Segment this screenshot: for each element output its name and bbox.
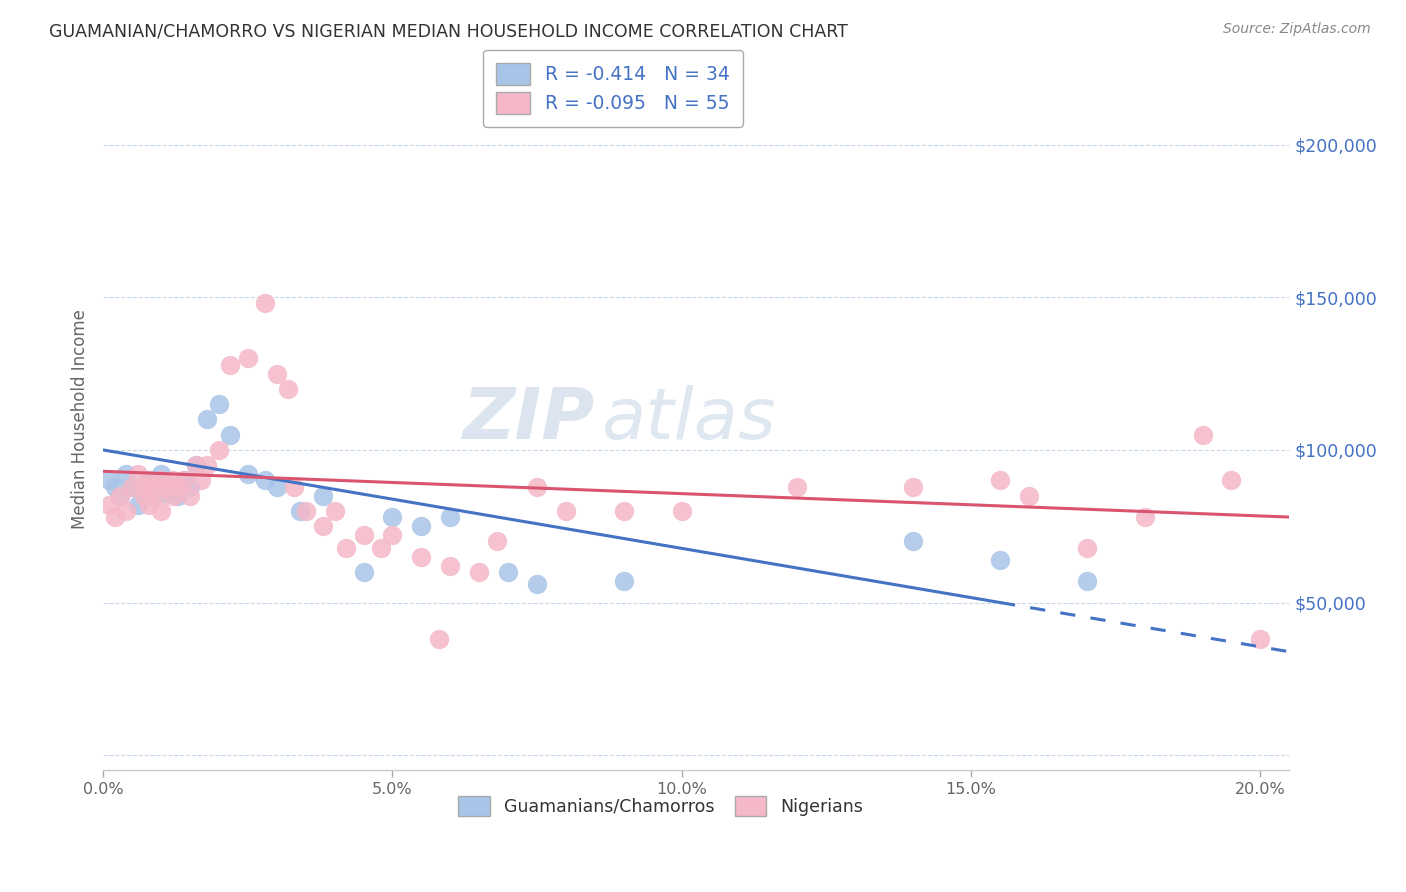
Point bbox=[132, 479, 155, 493]
Point bbox=[266, 367, 288, 381]
Point bbox=[150, 467, 173, 482]
Point bbox=[121, 479, 143, 493]
Point bbox=[219, 427, 242, 442]
Point bbox=[294, 504, 316, 518]
Legend: Guamanians/Chamorros, Nigerians: Guamanians/Chamorros, Nigerians bbox=[450, 788, 872, 825]
Point bbox=[381, 510, 404, 524]
Point bbox=[353, 565, 375, 579]
Point bbox=[526, 577, 548, 591]
Point bbox=[115, 467, 138, 482]
Point bbox=[427, 632, 450, 647]
Point bbox=[312, 519, 335, 533]
Point bbox=[138, 474, 160, 488]
Point bbox=[179, 489, 201, 503]
Point bbox=[162, 479, 184, 493]
Point bbox=[786, 479, 808, 493]
Point bbox=[323, 504, 346, 518]
Point bbox=[1018, 489, 1040, 503]
Point bbox=[613, 574, 636, 589]
Point bbox=[254, 474, 277, 488]
Point bbox=[104, 479, 127, 493]
Point bbox=[555, 504, 578, 518]
Point bbox=[173, 474, 195, 488]
Point bbox=[162, 474, 184, 488]
Point bbox=[150, 504, 173, 518]
Point bbox=[288, 504, 311, 518]
Point bbox=[903, 534, 925, 549]
Point bbox=[613, 504, 636, 518]
Point bbox=[138, 498, 160, 512]
Point bbox=[411, 519, 433, 533]
Point bbox=[526, 479, 548, 493]
Point bbox=[115, 504, 138, 518]
Point bbox=[370, 541, 392, 555]
Point bbox=[208, 442, 231, 457]
Point bbox=[236, 351, 259, 366]
Point bbox=[110, 489, 132, 503]
Point bbox=[1076, 541, 1098, 555]
Point bbox=[167, 479, 190, 493]
Point bbox=[150, 474, 173, 488]
Y-axis label: Median Household Income: Median Household Income bbox=[72, 310, 89, 529]
Point bbox=[132, 489, 155, 503]
Point bbox=[143, 489, 166, 503]
Point bbox=[195, 458, 218, 473]
Point bbox=[132, 483, 155, 497]
Point bbox=[236, 467, 259, 482]
Point bbox=[143, 489, 166, 503]
Point bbox=[1191, 427, 1213, 442]
Point bbox=[277, 382, 299, 396]
Point bbox=[335, 541, 357, 555]
Point bbox=[195, 412, 218, 426]
Point bbox=[127, 498, 149, 512]
Point bbox=[179, 479, 201, 493]
Point bbox=[173, 474, 195, 488]
Point bbox=[97, 474, 120, 488]
Point bbox=[167, 489, 190, 503]
Point bbox=[903, 479, 925, 493]
Point bbox=[496, 565, 519, 579]
Text: ZIP: ZIP bbox=[463, 385, 595, 454]
Point bbox=[1133, 510, 1156, 524]
Point bbox=[1076, 574, 1098, 589]
Point bbox=[97, 498, 120, 512]
Point bbox=[988, 553, 1011, 567]
Point bbox=[208, 397, 231, 411]
Point bbox=[266, 479, 288, 493]
Point bbox=[411, 549, 433, 564]
Point bbox=[127, 467, 149, 482]
Point bbox=[468, 565, 491, 579]
Point bbox=[138, 474, 160, 488]
Point bbox=[143, 479, 166, 493]
Point bbox=[439, 510, 461, 524]
Text: atlas: atlas bbox=[602, 385, 776, 454]
Point bbox=[485, 534, 508, 549]
Text: Source: ZipAtlas.com: Source: ZipAtlas.com bbox=[1223, 22, 1371, 37]
Point bbox=[988, 474, 1011, 488]
Point bbox=[184, 458, 207, 473]
Point bbox=[381, 528, 404, 542]
Point bbox=[671, 504, 693, 518]
Point bbox=[104, 510, 127, 524]
Point bbox=[110, 489, 132, 503]
Point bbox=[1220, 474, 1243, 488]
Point bbox=[156, 479, 179, 493]
Point bbox=[184, 458, 207, 473]
Point bbox=[219, 358, 242, 372]
Point bbox=[312, 489, 335, 503]
Point bbox=[121, 479, 143, 493]
Point bbox=[156, 485, 179, 500]
Point bbox=[190, 474, 212, 488]
Point bbox=[439, 558, 461, 573]
Point bbox=[1249, 632, 1271, 647]
Text: GUAMANIAN/CHAMORRO VS NIGERIAN MEDIAN HOUSEHOLD INCOME CORRELATION CHART: GUAMANIAN/CHAMORRO VS NIGERIAN MEDIAN HO… bbox=[49, 22, 848, 40]
Point bbox=[254, 296, 277, 310]
Point bbox=[283, 479, 305, 493]
Point bbox=[162, 489, 184, 503]
Point bbox=[353, 528, 375, 542]
